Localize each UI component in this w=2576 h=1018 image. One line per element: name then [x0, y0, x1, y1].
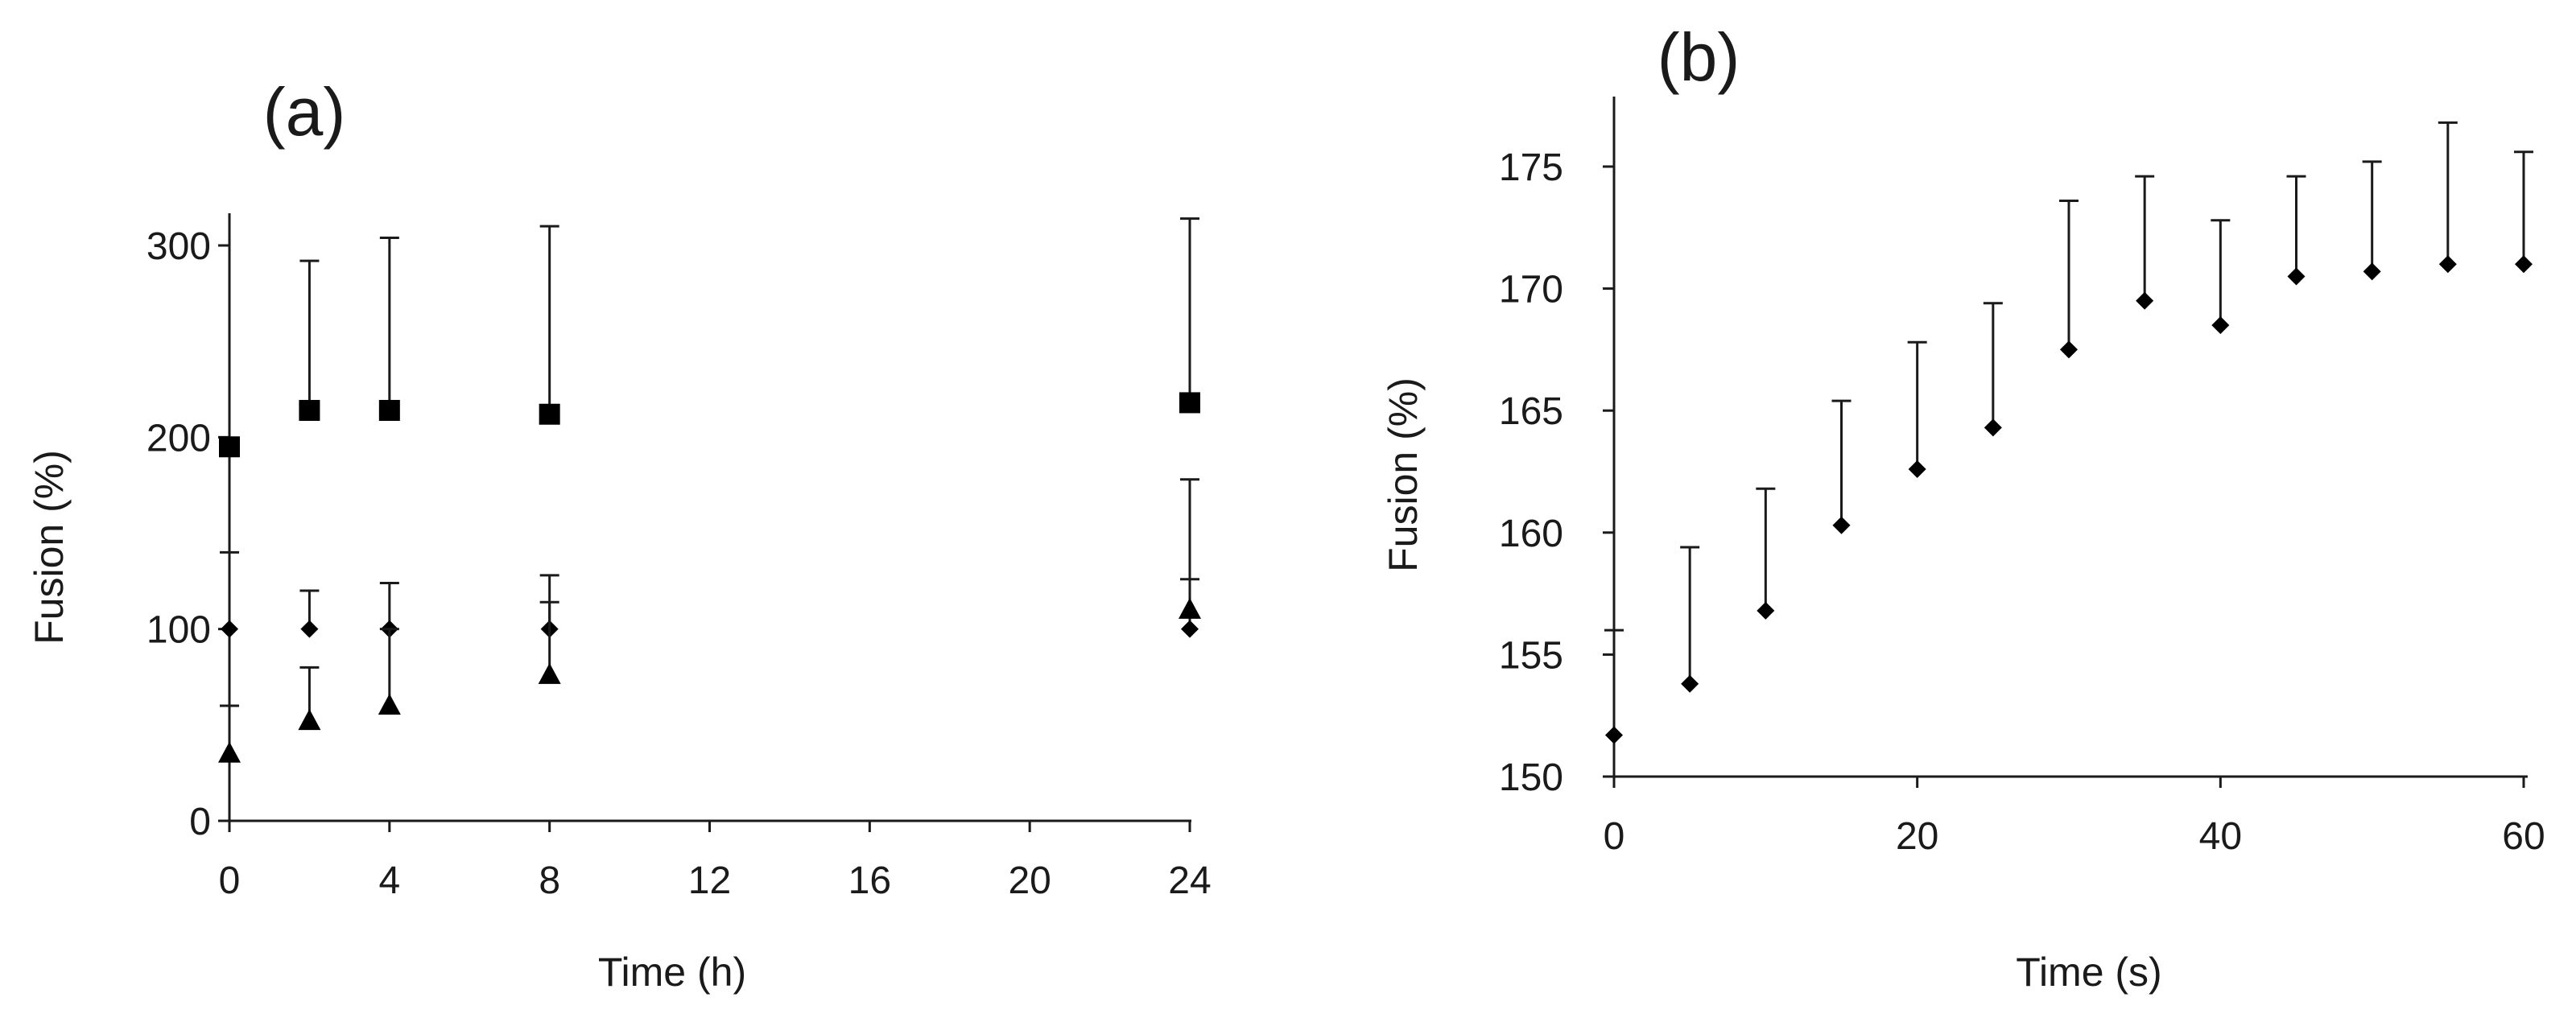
data-point [1179, 392, 1200, 414]
data-point [378, 399, 400, 421]
y-tick-label: 160 [1499, 513, 1563, 555]
y-tick-label: 200 [147, 417, 211, 460]
chart-b: 0 20 40 60 150 155 160 165 170 175 Time (s) Fusion … [1381, 19, 2545, 995]
y-tick-label: 175 [1499, 146, 1563, 189]
series-3-triangle [218, 478, 1201, 763]
y-tick-label: 100 [147, 609, 211, 652]
data-point [298, 709, 321, 731]
data-point [2211, 316, 2230, 335]
data-point [1984, 418, 2002, 437]
x-tick-label: 24 [1168, 859, 1211, 902]
data-point [539, 403, 560, 425]
series-2-diamond [220, 550, 1199, 638]
data-point [221, 620, 238, 638]
y-tick-label: 300 [147, 225, 211, 268]
data-point [2060, 340, 2078, 359]
series-1-square [219, 217, 1200, 458]
y-tick-label: 150 [1499, 756, 1563, 799]
y-tick-label: 0 [189, 801, 211, 843]
data-point [300, 620, 319, 638]
data-point [1681, 674, 1699, 693]
data-point [299, 399, 320, 421]
data-point [2136, 291, 2154, 310]
x-axis-title: Time (h) [598, 950, 746, 995]
x-tick-label: 0 [1604, 815, 1625, 858]
x-tick-label: 60 [2502, 815, 2545, 858]
x-tick-label: 8 [539, 859, 560, 902]
data-point [2287, 267, 2306, 286]
y-axis-title: Fusion (%) [1381, 377, 1426, 572]
x-tick-label: 20 [1896, 815, 1938, 858]
y-tick-label: 155 [1499, 634, 1563, 677]
data-point [218, 741, 241, 763]
x-tick-label: 20 [1008, 859, 1051, 902]
y-axis-title: Fusion (%) [27, 450, 72, 645]
y-tick-label: 170 [1499, 269, 1563, 311]
data-point [2363, 262, 2381, 281]
x-tick-label: 40 [2199, 815, 2242, 858]
x-axis-title: Time (s) [2016, 950, 2161, 995]
data-point [2438, 255, 2457, 274]
data-point [1605, 726, 1623, 744]
data-point [2515, 255, 2533, 274]
data-point [1757, 601, 1775, 620]
data-point [1181, 620, 1199, 638]
chart-a: 0 4 8 12 16 20 24 0 100 200 300 Time (h) Fusion (%) (… [27, 74, 1212, 995]
y-tick-label: 165 [1499, 390, 1563, 433]
data-point [1832, 516, 1851, 534]
x-tick-label: 16 [848, 859, 891, 902]
data-point [1908, 460, 1926, 478]
x-tick-label: 12 [688, 859, 731, 902]
data-point [538, 662, 561, 684]
data-point [1179, 597, 1201, 619]
x-tick-label: 0 [219, 859, 241, 902]
panel-label: (b) [1657, 19, 1740, 95]
series-1-diamond [1604, 121, 2533, 744]
x-tick-label: 4 [378, 859, 400, 902]
data-point [219, 436, 240, 458]
data-point [378, 694, 401, 715]
panel-label: (a) [263, 74, 346, 150]
